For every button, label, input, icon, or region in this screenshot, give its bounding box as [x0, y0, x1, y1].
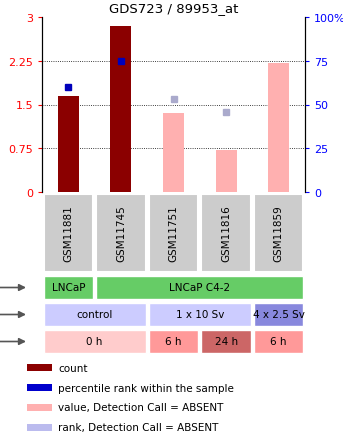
Bar	[27, 384, 52, 391]
Bar	[216, 151, 237, 193]
Bar	[149, 195, 198, 272]
Text: value, Detection Call = ABSENT: value, Detection Call = ABSENT	[58, 402, 224, 412]
Bar	[96, 195, 146, 272]
Bar	[44, 303, 146, 327]
Text: 24 h: 24 h	[214, 337, 238, 347]
Text: GSM11751: GSM11751	[168, 205, 178, 262]
Text: control: control	[76, 310, 113, 320]
Text: percentile rank within the sample: percentile rank within the sample	[58, 383, 234, 393]
Bar	[254, 303, 304, 327]
Bar	[58, 96, 79, 193]
Text: 6 h: 6 h	[270, 337, 287, 347]
Bar	[44, 330, 146, 354]
Text: GSM11859: GSM11859	[274, 205, 284, 262]
Bar	[44, 195, 93, 272]
Text: rank, Detection Call = ABSENT: rank, Detection Call = ABSENT	[58, 422, 219, 432]
Text: GSM11816: GSM11816	[221, 205, 231, 262]
Text: GSM11881: GSM11881	[63, 205, 73, 262]
Text: 4 x 2.5 Sv: 4 x 2.5 Sv	[253, 310, 305, 320]
Bar	[96, 276, 304, 300]
Text: count: count	[58, 363, 88, 373]
Text: 1 x 10 Sv: 1 x 10 Sv	[176, 310, 224, 320]
Bar	[254, 330, 304, 354]
Text: 6 h: 6 h	[165, 337, 182, 347]
Bar	[44, 276, 93, 300]
Bar	[110, 26, 131, 193]
Text: LNCaP: LNCaP	[51, 283, 85, 293]
Bar	[201, 195, 251, 272]
Bar	[254, 195, 304, 272]
Bar	[163, 114, 184, 193]
Bar	[149, 303, 251, 327]
Bar	[268, 63, 289, 193]
Bar	[201, 330, 251, 354]
Text: GSM11745: GSM11745	[116, 205, 126, 262]
Title: GDS723 / 89953_at: GDS723 / 89953_at	[109, 3, 238, 16]
Text: 0 h: 0 h	[86, 337, 103, 347]
Bar	[27, 365, 52, 372]
Bar	[27, 424, 52, 431]
Text: LNCaP C4-2: LNCaP C4-2	[169, 283, 230, 293]
Bar	[27, 404, 52, 411]
Bar	[149, 330, 198, 354]
